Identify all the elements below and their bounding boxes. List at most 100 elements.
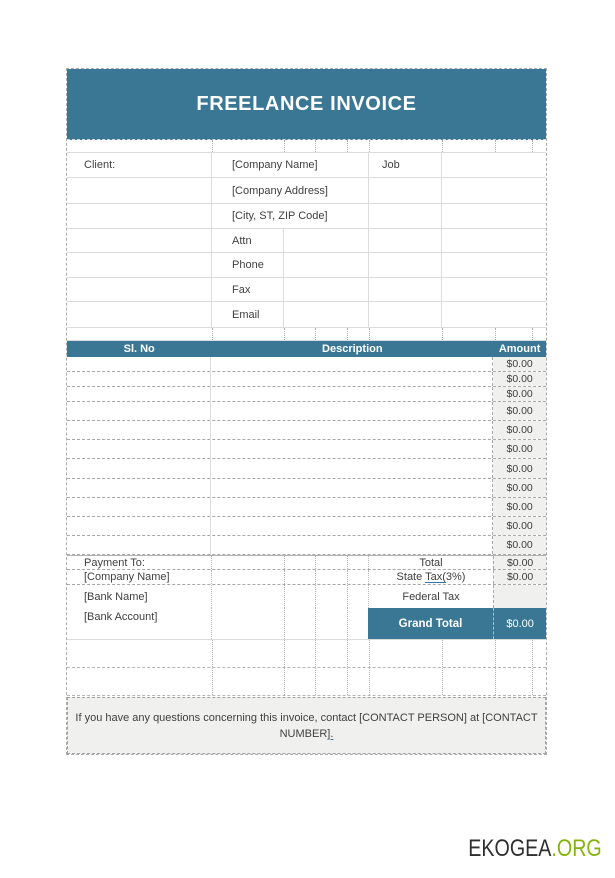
item-row: $0.00 bbox=[67, 402, 547, 421]
item-amount-cell[interactable]: $0.00 bbox=[493, 387, 547, 401]
logo-text: EKOGEA bbox=[468, 835, 552, 862]
item-description-cell[interactable] bbox=[211, 479, 494, 497]
column-gridline bbox=[347, 328, 348, 340]
item-row: $0.00 bbox=[67, 459, 547, 479]
item-slno-cell[interactable] bbox=[67, 479, 212, 497]
item-description-cell[interactable] bbox=[211, 387, 494, 401]
fax-label: Fax bbox=[212, 278, 284, 301]
item-slno-cell[interactable] bbox=[67, 402, 212, 420]
slno-column-header: Sl. No bbox=[123, 343, 155, 355]
amount-column-header: Amount bbox=[498, 343, 541, 355]
item-slno-cell[interactable] bbox=[67, 372, 212, 386]
client-block: Client: [Company Name] Job [Company Addr… bbox=[67, 153, 546, 328]
item-amount-cell[interactable]: $0.00 bbox=[493, 517, 547, 535]
item-slno-cell[interactable] bbox=[67, 421, 212, 439]
federal-tax-row: [Bank Name] Federal Tax bbox=[67, 585, 546, 608]
item-amount-cell[interactable]: $0.00 bbox=[493, 421, 547, 439]
item-description-cell[interactable] bbox=[211, 440, 494, 458]
payment-company-name[interactable]: [Company Name] bbox=[84, 571, 170, 583]
item-description-cell[interactable] bbox=[211, 498, 494, 516]
item-slno-cell[interactable] bbox=[67, 387, 212, 401]
column-gridline bbox=[212, 140, 213, 152]
column-gridline bbox=[315, 328, 316, 340]
client-row: [City, ST, ZIP Code] bbox=[67, 204, 546, 229]
item-description-cell[interactable] bbox=[211, 536, 494, 554]
contact-note: If you have any questions concerning thi… bbox=[67, 697, 546, 754]
empty-grid-row bbox=[67, 668, 546, 696]
item-amount-cell[interactable]: $0.00 bbox=[493, 536, 547, 554]
client-row: Client: [Company Name] Job bbox=[67, 153, 546, 178]
item-amount-cell[interactable]: $0.00 bbox=[493, 357, 547, 371]
column-gridline bbox=[284, 668, 285, 695]
payment-bank-name[interactable]: [Bank Name] bbox=[84, 590, 148, 603]
contact-note-line1: If you have any questions concerning thi… bbox=[75, 711, 538, 724]
fax-value-cell[interactable] bbox=[284, 278, 369, 301]
description-column-header: Description bbox=[322, 343, 383, 355]
column-gridline bbox=[284, 640, 285, 667]
column-gridline bbox=[442, 668, 443, 695]
page-title: FREELANCE INVOICE bbox=[196, 92, 417, 115]
column-gridline bbox=[347, 608, 349, 639]
client-row: [Company Address] bbox=[67, 178, 546, 204]
column-gridline bbox=[369, 640, 370, 667]
item-amount-cell[interactable]: $0.00 bbox=[493, 372, 547, 386]
column-gridline bbox=[315, 585, 317, 608]
total-row: Payment To: Total $0.00 bbox=[67, 556, 546, 570]
column-gridline bbox=[284, 585, 286, 608]
column-gridline bbox=[315, 140, 316, 152]
client-city-cell[interactable]: [City, ST, ZIP Code] bbox=[212, 204, 369, 228]
item-amount-cell[interactable]: $0.00 bbox=[493, 402, 547, 420]
column-gridline bbox=[315, 556, 317, 569]
payment-bank-account[interactable]: [Bank Account] bbox=[84, 611, 158, 623]
grid-spacer-row bbox=[67, 140, 546, 153]
column-gridline bbox=[532, 640, 533, 667]
item-slno-cell[interactable] bbox=[67, 498, 212, 516]
client-row: Fax bbox=[67, 278, 546, 302]
totals-block: Payment To: Total $0.00 [Company Name] S… bbox=[67, 555, 547, 640]
item-row: $0.00 bbox=[67, 387, 547, 402]
item-amount-cell[interactable]: $0.00 bbox=[493, 440, 547, 458]
client-row: Email bbox=[67, 302, 546, 328]
grand-total-value-cell[interactable]: $0.00 bbox=[493, 608, 547, 639]
item-description-cell[interactable] bbox=[211, 459, 494, 478]
column-gridline bbox=[315, 668, 316, 695]
item-amount-cell[interactable]: $0.00 bbox=[493, 479, 547, 497]
item-slno-cell[interactable] bbox=[67, 517, 212, 535]
total-value-cell[interactable]: $0.00 bbox=[493, 556, 546, 569]
item-description-cell[interactable] bbox=[211, 421, 494, 439]
client-company-address-cell[interactable]: [Company Address] bbox=[212, 178, 369, 203]
federal-tax-value-cell[interactable] bbox=[493, 585, 546, 608]
column-gridline bbox=[442, 140, 443, 152]
item-description-cell[interactable] bbox=[211, 517, 494, 535]
grand-total-label: Grand Total bbox=[367, 608, 494, 639]
client-company-name-cell[interactable]: [Company Name] bbox=[212, 153, 369, 177]
item-row: $0.00 bbox=[67, 517, 547, 536]
item-amount-cell[interactable]: $0.00 bbox=[493, 459, 547, 478]
column-gridline bbox=[284, 608, 286, 639]
item-slno-cell[interactable] bbox=[67, 459, 212, 478]
item-description-cell[interactable] bbox=[211, 357, 494, 371]
column-gridline bbox=[315, 608, 317, 639]
email-label: Email bbox=[212, 302, 284, 327]
item-description-cell[interactable] bbox=[211, 372, 494, 386]
item-row: $0.00 bbox=[67, 536, 547, 555]
items-table-header: Sl. No Description Amount bbox=[67, 341, 546, 357]
email-value-cell[interactable] bbox=[284, 302, 369, 327]
item-slno-cell[interactable] bbox=[67, 357, 212, 371]
job-value-cell[interactable] bbox=[442, 153, 546, 177]
column-gridline bbox=[369, 328, 370, 340]
contact-note-line2: NUMBER]. bbox=[279, 727, 334, 740]
phone-value-cell[interactable] bbox=[284, 253, 369, 277]
state-tax-value-cell[interactable]: $0.00 bbox=[493, 570, 546, 584]
attn-value-cell[interactable] bbox=[284, 229, 369, 252]
column-gridline bbox=[284, 328, 285, 340]
item-slno-cell[interactable] bbox=[67, 440, 212, 458]
payment-to-label: Payment To: bbox=[84, 556, 145, 569]
item-row: $0.00 bbox=[67, 440, 547, 459]
column-gridline bbox=[495, 640, 496, 667]
item-amount-cell[interactable]: $0.00 bbox=[493, 498, 547, 516]
item-description-cell[interactable] bbox=[211, 402, 494, 420]
column-gridline bbox=[347, 640, 348, 667]
item-slno-cell[interactable] bbox=[67, 536, 212, 554]
column-gridline bbox=[347, 668, 348, 695]
